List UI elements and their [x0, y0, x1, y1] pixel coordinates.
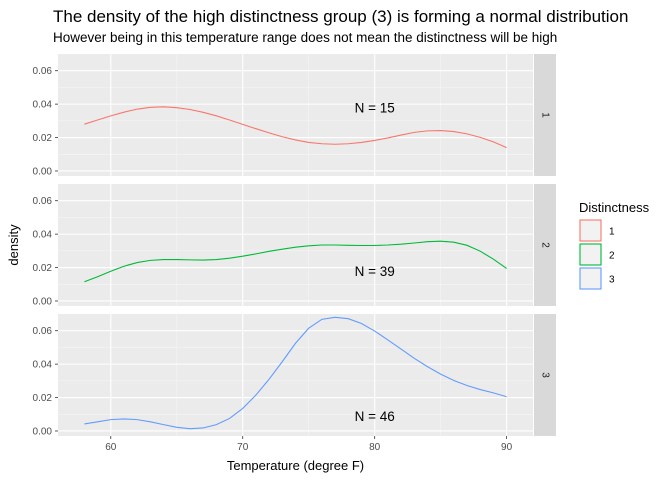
facet-strip-label-1: 1	[539, 112, 550, 118]
count-annotation-2: N = 39	[355, 264, 395, 279]
facet-strip-label-2: 2	[539, 242, 550, 248]
x-tick-label: 70	[237, 442, 249, 453]
y-axis-title: density	[6, 224, 21, 266]
chart-title: The density of the high distinctness gro…	[53, 7, 628, 26]
x-tick-label: 90	[501, 442, 513, 453]
facet-panel-2: 0.00 0.02 0.04 0.06 N = 39 2	[33, 184, 556, 307]
density-line-1	[84, 106, 507, 149]
facet-strip-label-3: 3	[539, 372, 550, 378]
panel-background	[58, 314, 533, 436]
y-tick-label: 0.02	[33, 133, 53, 144]
chart-subtitle: However being in this temperature range …	[53, 30, 557, 45]
panel-background	[58, 184, 533, 306]
legend-label-3: 3	[609, 275, 615, 286]
density-line-2	[84, 240, 507, 283]
legend-key-1	[579, 219, 602, 242]
legend-label-2: 2	[609, 251, 615, 262]
y-tick-label: 0.06	[33, 66, 53, 77]
legend-key-2	[579, 243, 602, 266]
legend: Distinctness 1 2 3	[579, 200, 650, 290]
y-tick-label: 0.00	[33, 426, 53, 437]
legend-title: Distinctness	[579, 200, 650, 215]
y-tick-label: 0.06	[33, 196, 53, 207]
x-axis: 60 70 80 90	[105, 436, 513, 453]
y-tick-label: 0.02	[33, 263, 53, 274]
y-tick-label: 0.04	[33, 360, 53, 371]
count-annotation-1: N = 15	[355, 100, 395, 115]
legend-key-3	[579, 267, 602, 290]
facet-strip-2	[534, 184, 556, 306]
x-tick-label: 80	[369, 442, 381, 453]
facet-panels: 0.00 0.02 0.04 0.06 N = 15 1 0.00 0.02 0.04 0.06 N…	[33, 54, 556, 437]
y-tick-label: 0.00	[33, 166, 53, 177]
y-tick-label: 0.06	[33, 326, 53, 337]
density-line-3	[84, 316, 507, 430]
facet-panel-1: 0.00 0.02 0.04 0.06 N = 15 1	[33, 54, 556, 177]
x-tick-label: 60	[105, 442, 117, 453]
x-axis-title: Temperature (degree F)	[227, 458, 364, 473]
y-tick-label: 0.04	[33, 100, 53, 111]
y-tick-label: 0.04	[33, 230, 53, 241]
y-tick-label: 0.02	[33, 393, 53, 404]
facet-panel-3: 0.00 0.02 0.04 0.06 N = 46 3	[33, 314, 556, 437]
count-annotation-3: N = 46	[355, 409, 395, 424]
panel-background	[58, 54, 533, 176]
facet-strip-3	[534, 314, 556, 436]
facet-strip-1	[534, 54, 556, 176]
legend-label-1: 1	[609, 227, 615, 238]
y-tick-label: 0.00	[33, 296, 53, 307]
